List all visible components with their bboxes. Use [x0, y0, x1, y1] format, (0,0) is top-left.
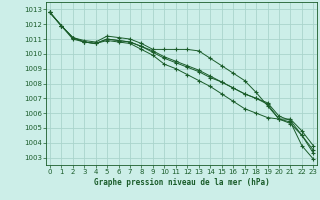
X-axis label: Graphe pression niveau de la mer (hPa): Graphe pression niveau de la mer (hPa) [94, 178, 269, 187]
